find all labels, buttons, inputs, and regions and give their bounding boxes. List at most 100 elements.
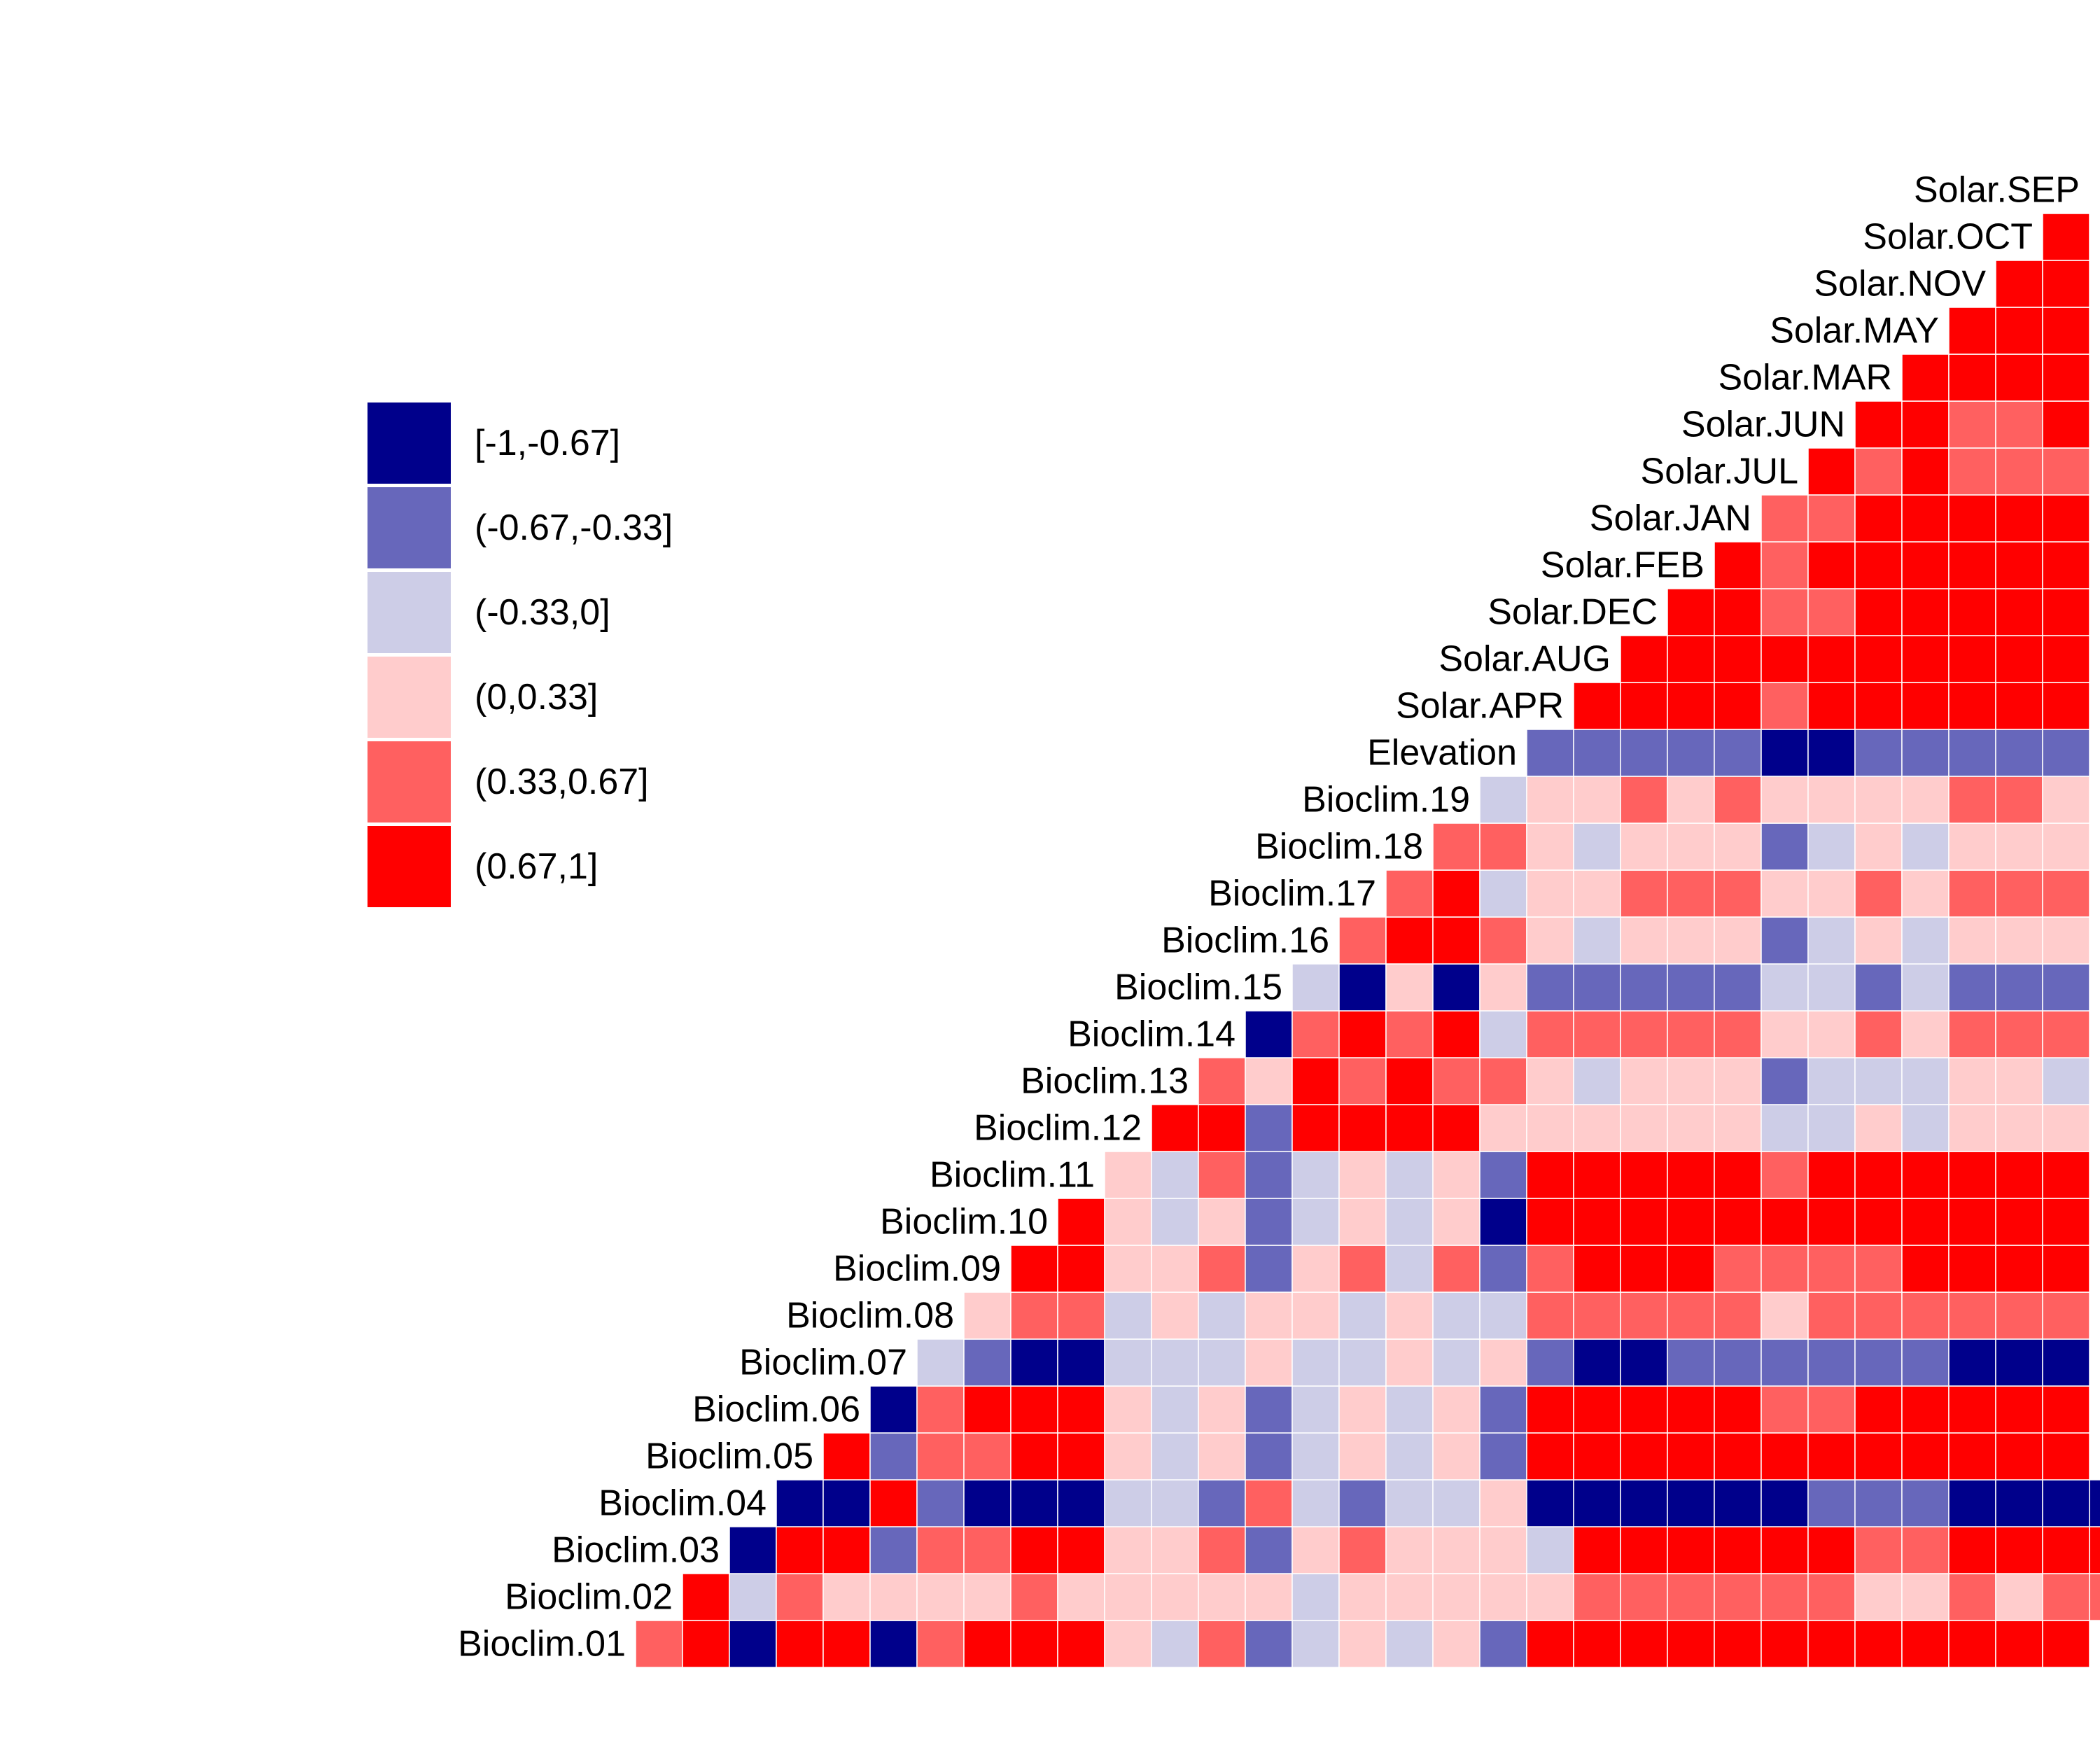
heatmap-cell (1995, 260, 2043, 308)
row-label-elevation: Elevation (1367, 733, 1517, 774)
heatmap-cell (1995, 869, 2043, 918)
heatmap-cell (1667, 869, 1715, 918)
heatmap-cell (822, 1573, 871, 1621)
heatmap-cell (1667, 822, 1715, 871)
heatmap-cell (1245, 1010, 1293, 1058)
heatmap-cell (2042, 635, 2090, 683)
heatmap-cell (1667, 1104, 1715, 1152)
heatmap-cell (1573, 682, 1621, 730)
heatmap-cell (1995, 354, 2043, 402)
heatmap-cell (1338, 1245, 1387, 1293)
heatmap-cell (1432, 1104, 1480, 1152)
heatmap-cell (1245, 1057, 1293, 1105)
row-label-bioclim-11: Bioclim.11 (930, 1155, 1095, 1196)
heatmap-cell (1198, 1057, 1246, 1105)
heatmap-cell (1807, 1104, 1856, 1152)
heatmap-cell (1432, 1151, 1480, 1199)
heatmap-cell (1573, 963, 1621, 1011)
heatmap-cell (1807, 588, 1856, 636)
row-label-bioclim-04: Bioclim.04 (598, 1483, 766, 1524)
heatmap-cell (1760, 1010, 1809, 1058)
heatmap-cell (1807, 729, 1856, 777)
heatmap-cell (1901, 1292, 1949, 1340)
heatmap-cell (1995, 1245, 2043, 1293)
heatmap-cell (1948, 682, 1996, 730)
heatmap-cell (822, 1620, 871, 1668)
heatmap-cell (1760, 1198, 1809, 1246)
heatmap-cell (1292, 1573, 1340, 1621)
heatmap-cell (1667, 1620, 1715, 1668)
heatmap-cell (1995, 1151, 2043, 1199)
heatmap-cell (1854, 1573, 1903, 1621)
heatmap-cell (1151, 1151, 1199, 1199)
heatmap-cell (1385, 1573, 1434, 1621)
heatmap-cell (1338, 1432, 1387, 1480)
heatmap-cell (1854, 1432, 1903, 1480)
heatmap-cell (1432, 1057, 1480, 1105)
heatmap-cell (1479, 1479, 1527, 1527)
heatmap-cell (1245, 1432, 1293, 1480)
heatmap-cell (1104, 1526, 1152, 1574)
heatmap-cell (1010, 1432, 1058, 1480)
heatmap-cell (2042, 1620, 2090, 1668)
heatmap-cell (2089, 1479, 2100, 1527)
heatmap-cell (1526, 1338, 1574, 1387)
heatmap-cell (869, 1573, 918, 1621)
row-label-bioclim-06: Bioclim.06 (692, 1390, 860, 1430)
heatmap-cell (2042, 1573, 2090, 1621)
heatmap-cell (776, 1479, 824, 1527)
heatmap-cell (1432, 1338, 1480, 1387)
heatmap-cell (1010, 1573, 1058, 1621)
row-label-bioclim-03: Bioclim.03 (552, 1530, 720, 1571)
heatmap-cell (1667, 1151, 1715, 1199)
heatmap-cell (1948, 869, 1996, 918)
heatmap-cell (916, 1432, 965, 1480)
heatmap-cell (1807, 494, 1856, 542)
heatmap-cell (1995, 400, 2043, 449)
heatmap-cell (1901, 1151, 1949, 1199)
heatmap-cell (2042, 541, 2090, 589)
row-label-solar-aug: Solar.AUG (1438, 639, 1611, 680)
heatmap-cell (1714, 963, 1762, 1011)
heatmap-cell (776, 1526, 824, 1574)
heatmap-cell (963, 1573, 1011, 1621)
heatmap-cell (1620, 1385, 1668, 1434)
heatmap-cell (1667, 635, 1715, 683)
heatmap-cell (822, 1479, 871, 1527)
heatmap-cell (1526, 1573, 1574, 1621)
heatmap-cell (1807, 447, 1856, 496)
heatmap-cell (1948, 1245, 1996, 1293)
heatmap-cell (1995, 1479, 2043, 1527)
heatmap-cell (1151, 1292, 1199, 1340)
heatmap-cell (1901, 1338, 1949, 1387)
heatmap-cell (1385, 1479, 1434, 1527)
heatmap-cell (1385, 916, 1434, 965)
row-label-solar-apr: Solar.APR (1396, 686, 1564, 727)
legend-label: (-0.33,0] (475, 592, 610, 633)
heatmap-cell (1948, 354, 1996, 402)
heatmap-cell (1526, 1526, 1574, 1574)
heatmap-cell (1948, 1292, 1996, 1340)
heatmap-cell (1432, 1526, 1480, 1574)
heatmap-cell (1667, 1292, 1715, 1340)
heatmap-cell (1385, 1385, 1434, 1434)
heatmap-cell (2042, 1198, 2090, 1246)
heatmap-cell (1292, 1620, 1340, 1668)
row-label-bioclim-01: Bioclim.01 (458, 1624, 626, 1665)
heatmap-cell (1245, 1292, 1293, 1340)
heatmap-cell (1338, 1620, 1387, 1668)
heatmap-cell (963, 1432, 1011, 1480)
heatmap-cell (1714, 822, 1762, 871)
heatmap-cell (729, 1526, 777, 1574)
heatmap-cell (1292, 1010, 1340, 1058)
heatmap-cell (1573, 869, 1621, 918)
heatmap-cell (1901, 729, 1949, 777)
heatmap-cell (1151, 1479, 1199, 1527)
heatmap-cell (1948, 1338, 1996, 1387)
heatmap-cell (2042, 400, 2090, 449)
heatmap-cell (1057, 1526, 1105, 1574)
legend-swatch (368, 741, 451, 822)
heatmap-cell (1573, 822, 1621, 871)
heatmap-cell (1760, 588, 1809, 636)
heatmap-cell (1760, 916, 1809, 965)
